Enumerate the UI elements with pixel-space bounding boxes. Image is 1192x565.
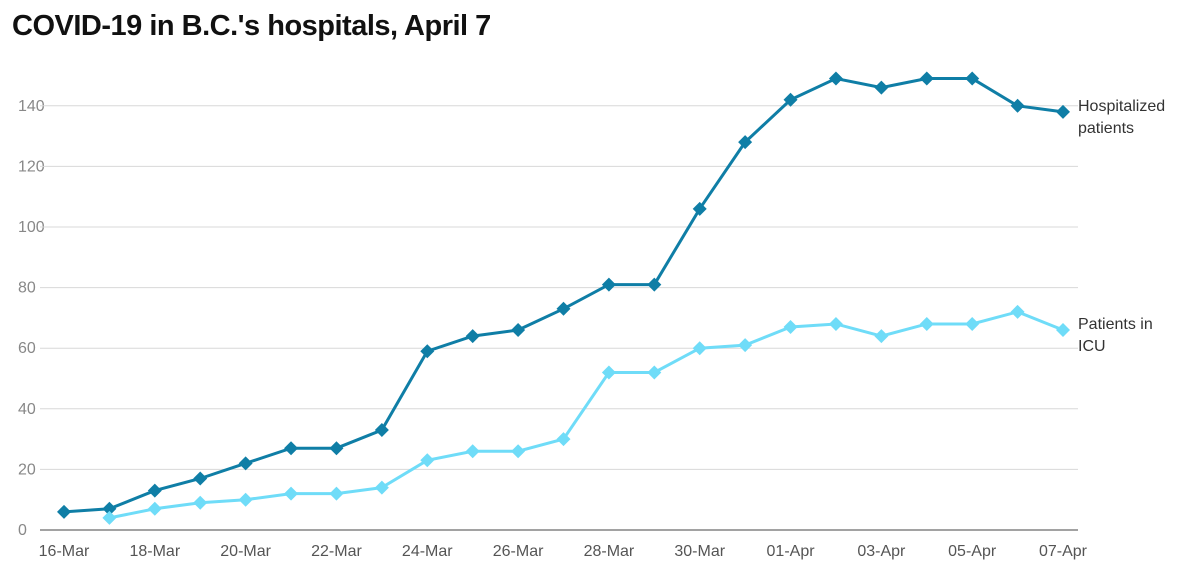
x-tick-label: 24-Mar <box>402 543 453 560</box>
data-point <box>102 510 117 525</box>
x-tick-label: 16-Mar <box>39 543 90 560</box>
x-tick-label: 01-Apr <box>767 543 816 560</box>
data-point <box>919 71 934 86</box>
data-point <box>465 444 480 459</box>
data-point <box>238 492 253 507</box>
x-tick-label: 07-Apr <box>1039 543 1088 560</box>
data-point <box>965 316 980 331</box>
data-point <box>828 71 843 86</box>
y-tick-label: 140 <box>18 98 45 115</box>
data-point <box>1056 104 1070 119</box>
x-tick-label: 05-Apr <box>948 543 997 560</box>
data-point <box>919 316 934 331</box>
data-point <box>147 501 162 516</box>
data-point <box>102 501 117 516</box>
data-point <box>874 80 889 95</box>
data-point <box>465 329 480 344</box>
series-label: Hospitalized patients <box>1078 97 1166 137</box>
data-point <box>738 338 753 353</box>
x-tick-label: 20-Mar <box>220 543 271 560</box>
data-point <box>1010 304 1025 319</box>
x-tick-label: 26-Mar <box>493 543 544 560</box>
data-point <box>284 441 299 456</box>
y-tick-label: 100 <box>18 219 45 236</box>
data-point <box>57 504 71 519</box>
data-point <box>374 480 389 495</box>
x-tick-label: 28-Mar <box>584 543 635 560</box>
data-point <box>601 277 616 292</box>
data-point <box>692 201 707 216</box>
data-point <box>783 319 798 334</box>
data-point <box>329 441 344 456</box>
data-point <box>420 344 435 359</box>
data-point <box>647 365 662 380</box>
data-point <box>374 423 389 438</box>
y-tick-label: 40 <box>18 401 36 418</box>
data-point <box>420 453 435 468</box>
data-point <box>147 483 162 498</box>
data-point <box>647 277 662 292</box>
data-point <box>738 135 753 150</box>
data-point <box>783 92 798 107</box>
series-line <box>109 310 1064 520</box>
data-point <box>556 432 571 447</box>
data-point <box>874 329 889 344</box>
x-tick-label: 03-Apr <box>857 543 906 560</box>
data-point <box>284 486 299 501</box>
data-point <box>238 456 253 471</box>
data-point <box>692 341 707 356</box>
y-tick-label: 80 <box>18 280 36 297</box>
y-tick-label: 20 <box>18 461 36 478</box>
data-point <box>601 365 616 380</box>
chart-title: COVID-19 in B.C.'s hospitals, April 7 <box>12 10 491 42</box>
x-tick-label: 30-Mar <box>674 543 725 560</box>
y-tick-label: 60 <box>18 340 36 357</box>
data-point <box>511 323 526 338</box>
x-tick-label: 18-Mar <box>129 543 180 560</box>
series-line <box>63 76 1064 514</box>
x-tick-label: 22-Mar <box>311 543 362 560</box>
data-point <box>1010 98 1025 113</box>
data-point <box>511 444 526 459</box>
data-point <box>556 301 571 316</box>
y-tick-label: 120 <box>18 158 45 175</box>
data-point <box>1056 323 1070 338</box>
data-point <box>828 316 843 331</box>
data-point <box>193 495 208 510</box>
series-label: Patients in ICU <box>1078 316 1153 356</box>
data-point <box>193 471 208 486</box>
data-point <box>329 486 344 501</box>
y-tick-label: 0 <box>18 522 27 539</box>
data-point <box>965 71 980 86</box>
